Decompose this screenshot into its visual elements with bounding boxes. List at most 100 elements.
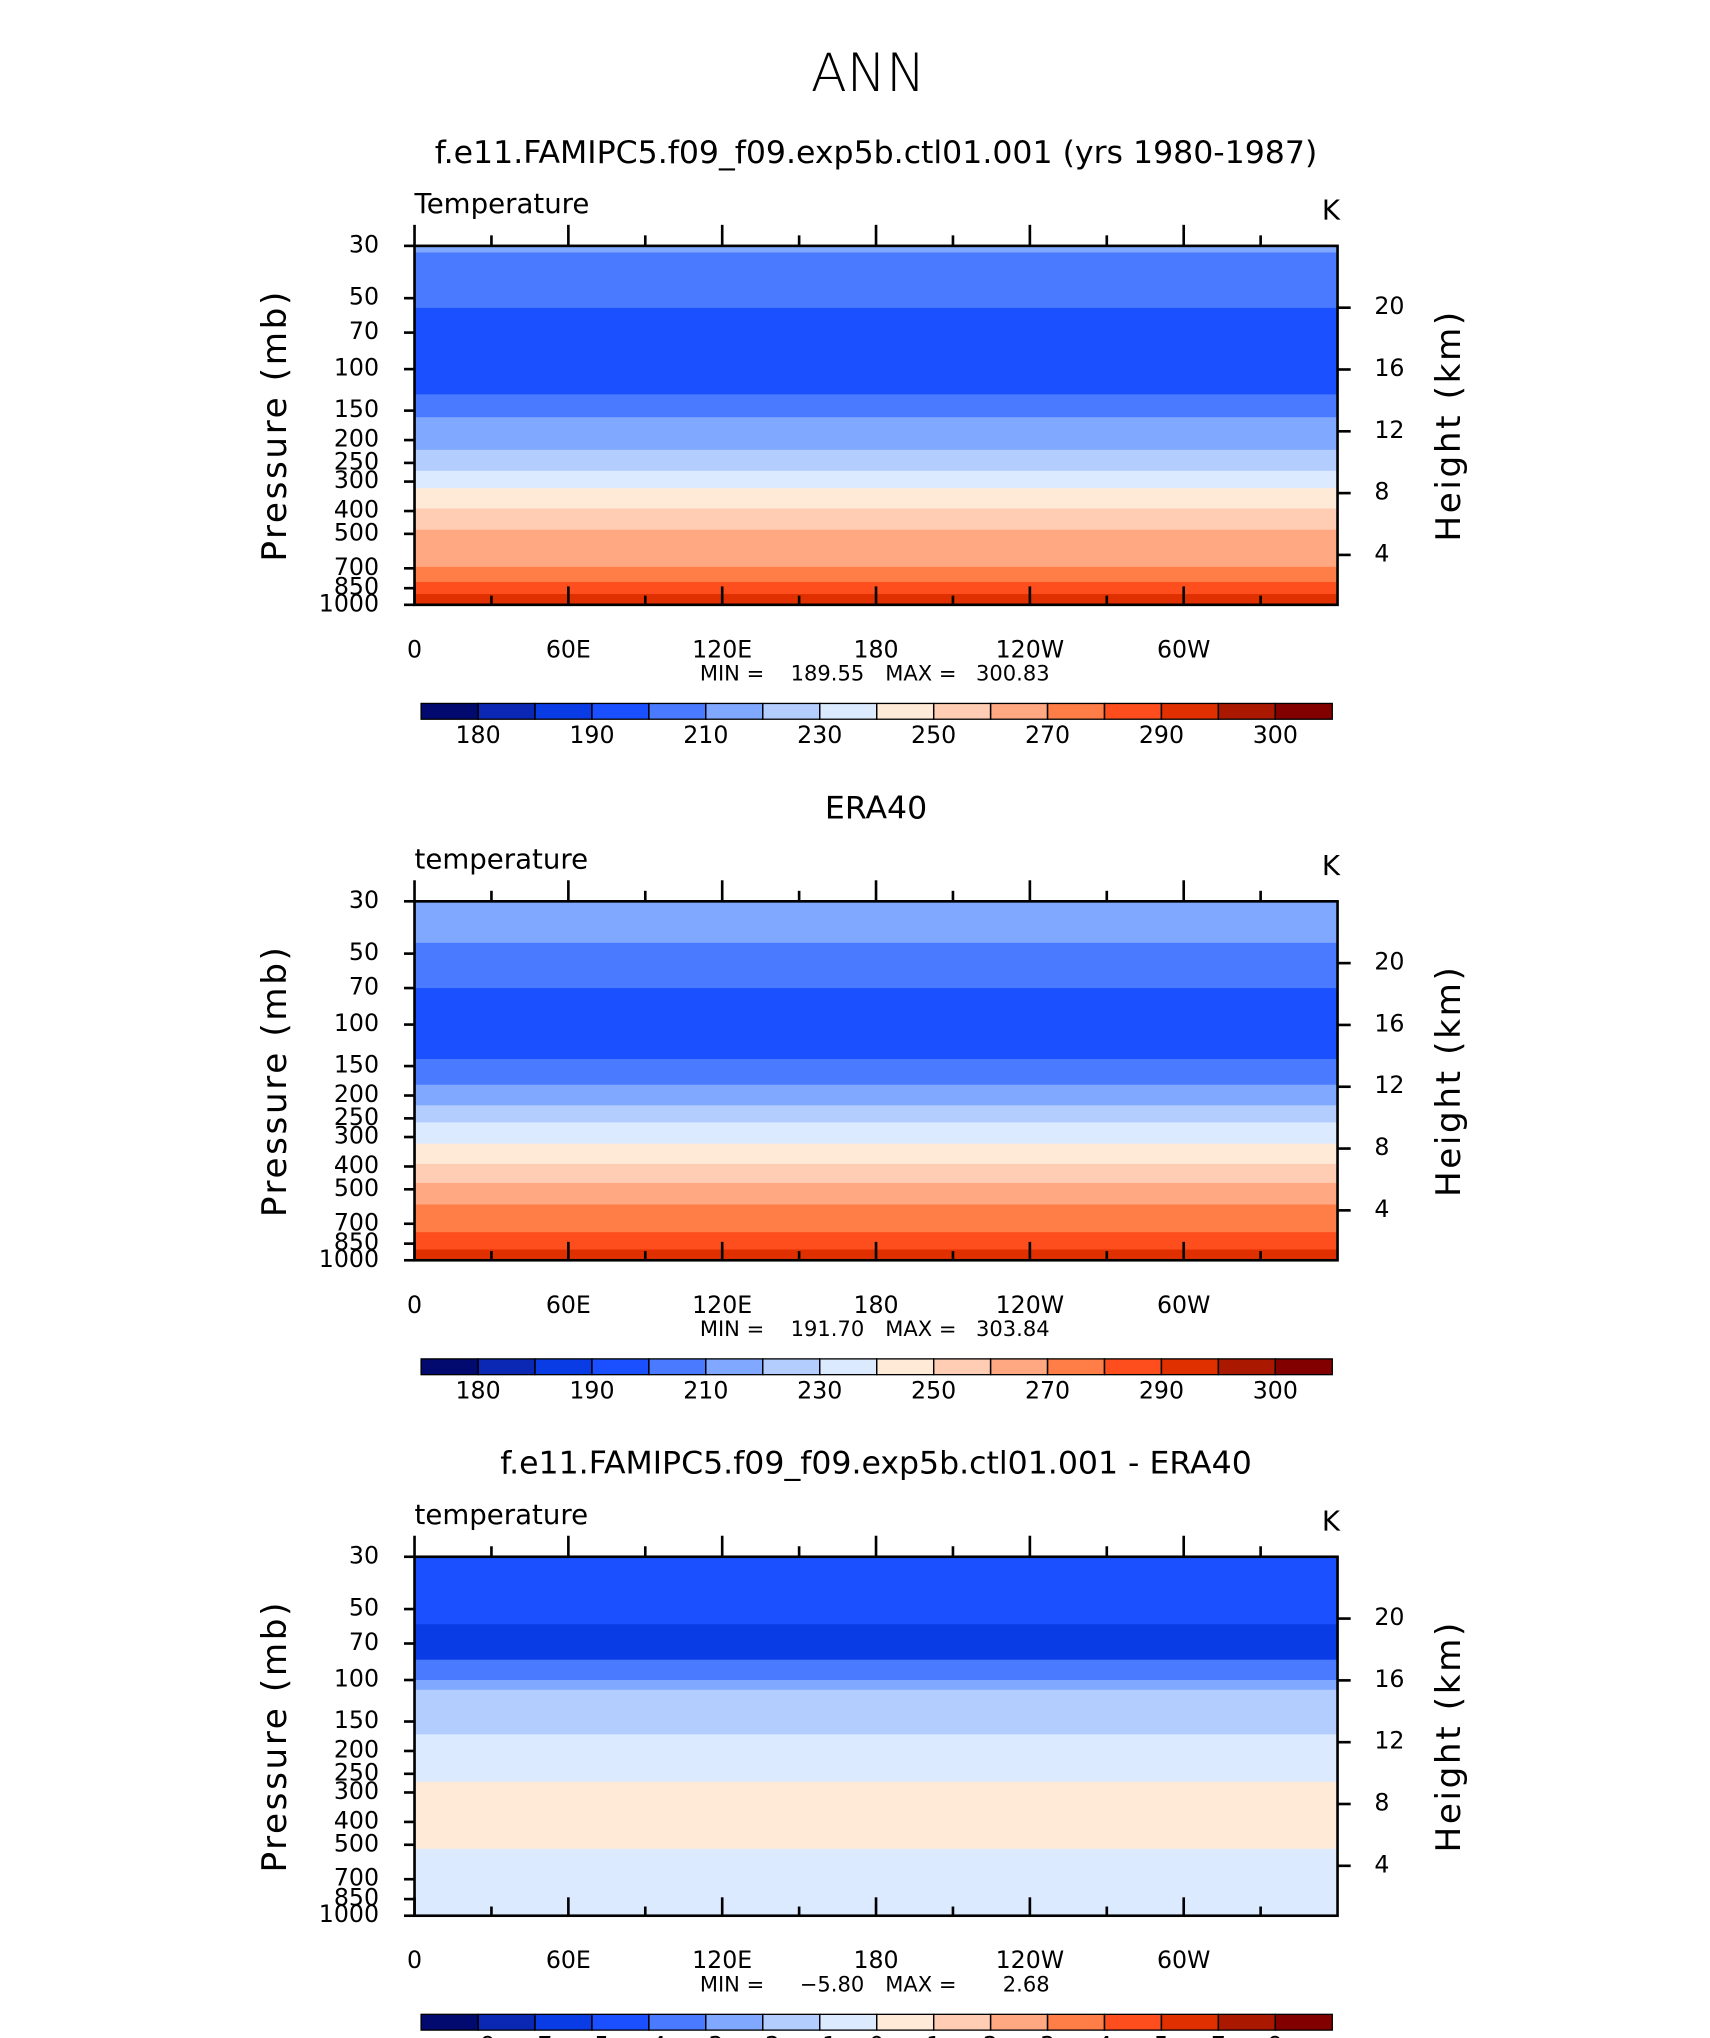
y2-tick-label: 8 xyxy=(1374,1133,1389,1161)
colorbar-box xyxy=(932,702,992,720)
colorbar-box xyxy=(705,2013,764,2031)
colorbar-label: −5 xyxy=(575,2032,610,2038)
colorbar-box xyxy=(705,702,764,720)
y-axis-label: Pressure (mb) xyxy=(255,944,295,1217)
y-tick-label: 30 xyxy=(349,886,379,914)
colorbar-label: −3 xyxy=(688,2032,723,2038)
y-tick-label: 70 xyxy=(349,317,379,345)
y-tick-label: 700 xyxy=(334,553,379,581)
panel-subtitle: Temperature xyxy=(414,187,590,220)
contour-band xyxy=(414,470,1338,489)
stat-value: 189.55 xyxy=(791,661,865,686)
panel-title: ERA40 xyxy=(825,790,927,826)
y-tick-label: 200 xyxy=(334,1080,379,1108)
x-tick-label: 180 xyxy=(853,1291,898,1319)
x-tick-label: 180 xyxy=(853,635,898,663)
colorbar-label: 2 xyxy=(983,2032,998,2038)
contour-band xyxy=(414,1059,1338,1086)
colorbar-box xyxy=(534,2013,593,2031)
y-axis-label: Pressure (mb) xyxy=(255,1600,295,1873)
colorbar-box xyxy=(819,1358,878,1376)
y-tick-label: 30 xyxy=(349,1541,379,1569)
units-label: K xyxy=(1322,194,1341,227)
y2-tick-label: 12 xyxy=(1374,416,1404,444)
colorbar-box xyxy=(876,1358,935,1376)
colorbar-box xyxy=(477,2013,536,2031)
stat-name: MAX = xyxy=(885,1971,956,1996)
colorbar-label: 180 xyxy=(455,1376,500,1404)
contour-band xyxy=(414,1689,1338,1735)
colorbar-label: 3 xyxy=(1040,2032,1055,2038)
colorbar-box xyxy=(1103,2013,1163,2031)
y-tick-label: 100 xyxy=(334,354,379,382)
contour-band xyxy=(414,449,1338,472)
y-tick-label: 200 xyxy=(334,425,379,453)
colorbar-box xyxy=(876,702,935,720)
colorbar-label: 190 xyxy=(569,721,614,749)
contour-band xyxy=(414,307,1338,396)
colorbar-label: −7 xyxy=(518,2032,553,2038)
colorbar-label: 210 xyxy=(683,1376,728,1404)
colorbar-label: 180 xyxy=(455,721,500,749)
x-tick-label: 0 xyxy=(407,1291,422,1319)
panel-subtitle: temperature xyxy=(415,1498,589,1531)
colorbar-box xyxy=(1274,1358,1333,1376)
colorbar-label: 1 xyxy=(926,2032,941,2038)
units-label: K xyxy=(1322,1505,1341,1538)
colorbar-box xyxy=(648,1358,707,1376)
colorbar-label: 290 xyxy=(1139,721,1184,749)
y2-tick-label: 20 xyxy=(1374,292,1404,320)
y2-tick-label: 12 xyxy=(1374,1727,1404,1755)
colorbar-box xyxy=(989,702,1049,720)
y-tick-label: 850 xyxy=(334,1884,379,1912)
y-tick-label: 30 xyxy=(349,230,379,258)
colorbar-box xyxy=(1217,702,1276,720)
y2-tick-label: 4 xyxy=(1374,1850,1389,1878)
colorbar-box xyxy=(819,2013,878,2031)
colorbar-box xyxy=(534,1358,593,1376)
colorbar-box xyxy=(1160,1358,1220,1376)
y-tick-label: 850 xyxy=(334,573,379,601)
contour-band xyxy=(414,1556,1338,1625)
contour-band xyxy=(414,417,1338,451)
colorbar-box xyxy=(648,2013,707,2031)
x-tick-label: 0 xyxy=(407,1946,422,1974)
colorbar-label: 230 xyxy=(797,721,842,749)
y-tick-label: 150 xyxy=(334,395,379,423)
colorbar-box xyxy=(1274,702,1333,720)
y-tick-label: 400 xyxy=(334,496,379,524)
colorbar-label: −2 xyxy=(745,2032,780,2038)
y-tick-label: 250 xyxy=(334,447,379,475)
colorbar-label: 290 xyxy=(1139,1376,1184,1404)
panel-title: f.e11.FAMIPC5.f09_f09.exp5b.ctl01.001 (y… xyxy=(435,135,1317,171)
colorbar-label: 270 xyxy=(1025,721,1070,749)
colorbar-box xyxy=(1274,2013,1333,2031)
colorbar-box xyxy=(1160,702,1220,720)
panel-title: f.e11.FAMIPC5.f09_f09.exp5b.ctl01.001 - … xyxy=(500,1446,1251,1482)
stat-name: MIN = xyxy=(700,1971,764,1996)
colorbar-label: 5 xyxy=(1154,2032,1169,2038)
y-tick-label: 50 xyxy=(349,283,379,311)
colorbar-box xyxy=(534,702,593,720)
x-tick-label: 60E xyxy=(546,635,591,663)
x-tick-label: 120E xyxy=(692,635,752,663)
y2-tick-label: 8 xyxy=(1374,1789,1389,1817)
y-tick-label: 200 xyxy=(334,1735,379,1763)
y-axis-label: Pressure (mb) xyxy=(255,289,295,562)
contour-band xyxy=(414,1143,1338,1165)
contour-band xyxy=(414,1105,1338,1124)
y-tick-label: 400 xyxy=(334,1806,379,1834)
contour-band xyxy=(414,1163,1338,1184)
y-tick-label: 700 xyxy=(334,1864,379,1892)
y-tick-label: 1000 xyxy=(319,1900,379,1928)
y-tick-label: 500 xyxy=(334,1829,379,1857)
contour-band xyxy=(414,549,1338,568)
contour-band xyxy=(414,1659,1338,1681)
colorbar-box xyxy=(762,702,821,720)
colorbar-box xyxy=(1046,1358,1106,1376)
stat-name: MIN = xyxy=(700,1316,764,1341)
colorbar-label: 300 xyxy=(1253,721,1298,749)
colorbar-box xyxy=(705,1358,764,1376)
x-tick-label: 120W xyxy=(996,1291,1065,1319)
